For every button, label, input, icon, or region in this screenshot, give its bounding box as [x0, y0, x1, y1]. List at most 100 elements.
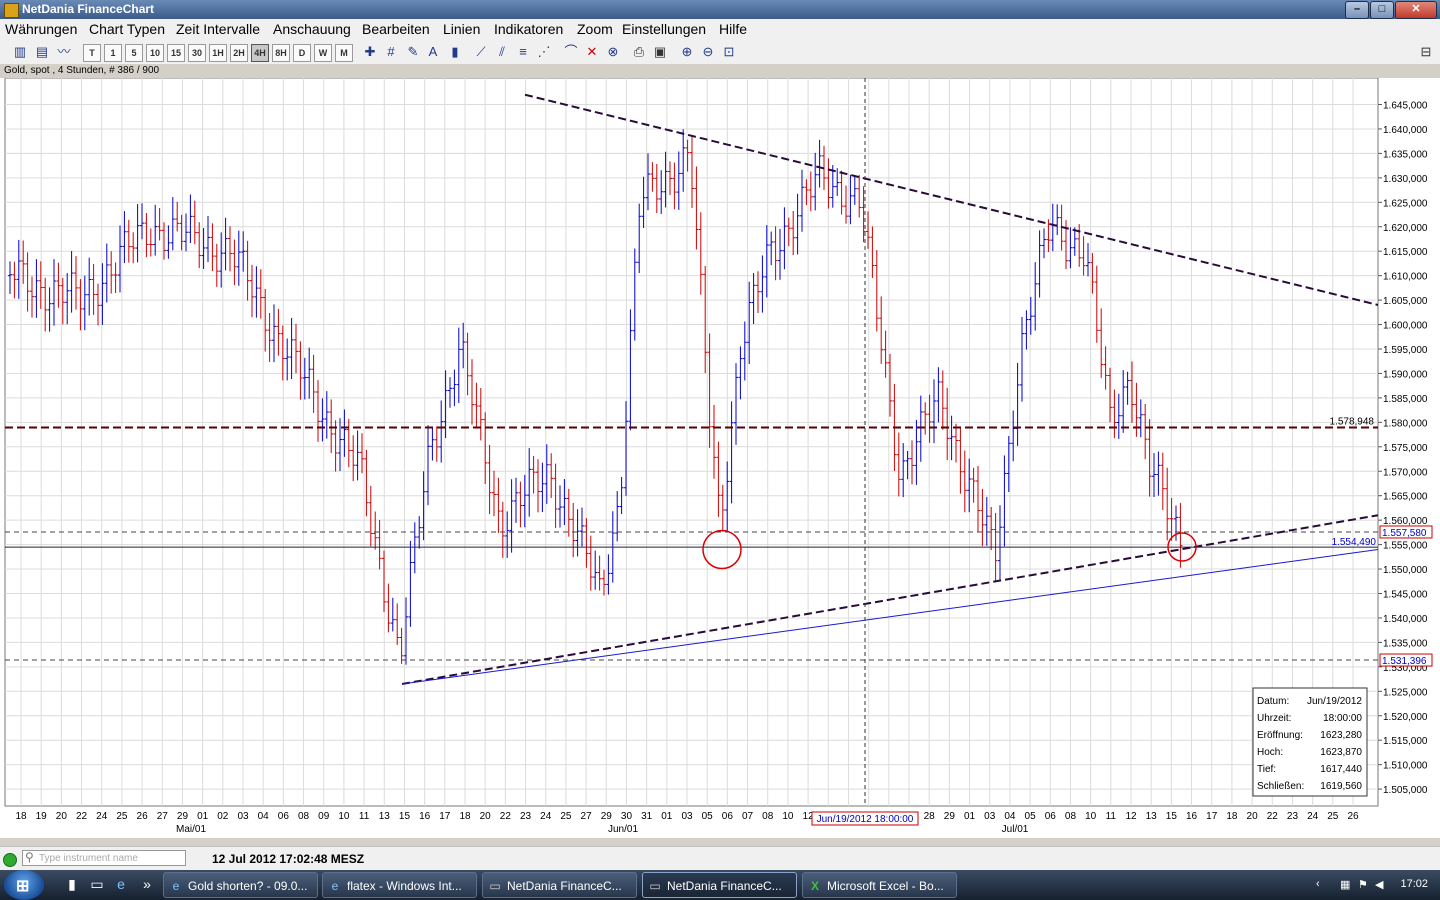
- crosshair-icon[interactable]: ✚: [364, 44, 376, 59]
- x-tick-label: 30: [621, 811, 633, 822]
- tray-expand-icon[interactable]: ‹: [1316, 878, 1320, 890]
- delete-all-icon[interactable]: ⊗: [607, 44, 619, 59]
- desktop-icon[interactable]: ▭: [90, 876, 104, 892]
- timeframe-m[interactable]: M: [335, 44, 353, 62]
- menu-linien[interactable]: Linien: [443, 21, 481, 37]
- task-excel[interactable]: X Microsoft Excel - Bo...: [802, 872, 957, 898]
- timeframe-5[interactable]: 5: [125, 44, 143, 62]
- y-tick-label: 1.615,000: [1383, 247, 1428, 258]
- timeframe-10[interactable]: 10: [146, 44, 164, 62]
- timeframe-8h[interactable]: 8H: [272, 44, 290, 62]
- zoom-out-icon[interactable]: ⊖: [702, 44, 714, 59]
- task-gold-shorten[interactable]: e Gold shorten? - 09.0...: [163, 872, 318, 898]
- zoom-in-icon[interactable]: ⊕: [681, 44, 693, 59]
- toolbar: ▥ ▤ 〰 T 1 5 10 15 30 1H 2H 4H 8H D W M ✚…: [0, 40, 1440, 64]
- panel-toggle-icon[interactable]: ⊟: [1420, 44, 1432, 59]
- task-netdania-2[interactable]: ▭ NetDania FinanceC...: [642, 872, 797, 898]
- taskbar: ⊞ ▮ ▭ e » e Gold shorten? - 09.0... e fl…: [0, 870, 1440, 900]
- indicator-icon[interactable]: ▮: [451, 44, 459, 59]
- menu-bar: Währungen Chart Typen Zeit Intervalle An…: [0, 19, 1440, 41]
- grid-icon[interactable]: #: [387, 44, 395, 59]
- ie-icon: e: [172, 879, 180, 893]
- tooltip-value: Jun/19/2012: [1307, 696, 1362, 707]
- arc-icon[interactable]: ⌒: [564, 44, 578, 59]
- quicklaunch-more-icon[interactable]: »: [143, 876, 151, 892]
- zoom-fit-icon[interactable]: ⊡: [723, 44, 735, 59]
- timeframe-4h[interactable]: 4H: [251, 44, 269, 62]
- tooltip-label: Eröffnung:: [1257, 730, 1303, 741]
- x-tick-label: 24: [540, 811, 552, 822]
- text-icon[interactable]: A: [428, 44, 438, 59]
- explorer-icon[interactable]: ▮: [68, 876, 76, 892]
- resistance-trendline: [524, 93, 1379, 306]
- y-tick-label: 1.605,000: [1383, 296, 1428, 307]
- x-tick-label: 22: [1267, 811, 1279, 822]
- timeframe-15[interactable]: 15: [167, 44, 185, 62]
- x-tick-label: 18: [1226, 811, 1238, 822]
- close-button[interactable]: ✕: [1395, 1, 1437, 19]
- bar-chart-icon[interactable]: ▥: [13, 44, 27, 59]
- status-datetime: 12 Jul 2012 17:02:48 MESZ: [212, 852, 365, 866]
- tooltip-value: 1619,560: [1320, 781, 1362, 792]
- start-button[interactable]: ⊞: [4, 870, 44, 900]
- menu-hilfe[interactable]: Hilfe: [719, 21, 748, 37]
- candle-chart-icon[interactable]: ▤: [35, 44, 49, 59]
- task-netdania-1[interactable]: ▭ NetDania FinanceC...: [482, 872, 637, 898]
- x-tick-label: 06: [278, 811, 290, 822]
- timeframe-t[interactable]: T: [83, 44, 101, 62]
- channel-icon[interactable]: ⫽: [499, 44, 505, 59]
- x-tick-label: 10: [782, 811, 794, 822]
- menu-chart-typen[interactable]: Chart Typen: [89, 21, 166, 37]
- maximize-button[interactable]: □: [1370, 1, 1394, 19]
- chart-area[interactable]: 1.505,000 1.510,000 1.515,000 1.520,000 1.52…: [0, 77, 1440, 838]
- excel-icon: X: [810, 879, 819, 893]
- x-tick-label: 13: [379, 811, 391, 822]
- fibonacci-icon[interactable]: ≡: [519, 44, 527, 59]
- minimize-button[interactable]: –: [1345, 1, 1369, 19]
- tooltip-value: 1617,440: [1320, 764, 1362, 775]
- menu-bearbeiten[interactable]: Bearbeiten: [362, 21, 430, 37]
- x-tick-label: 03: [237, 811, 249, 822]
- trendline-icon[interactable]: ⟋: [476, 44, 486, 59]
- timeframe-1h[interactable]: 1H: [209, 44, 227, 62]
- x-tick-label: 16: [1186, 811, 1198, 822]
- fan-icon[interactable]: ⋰: [537, 44, 551, 59]
- ie-quicklaunch-icon[interactable]: e: [117, 876, 125, 892]
- tooltip-label: Tief:: [1257, 764, 1276, 775]
- flag-icon[interactable]: ⚑: [1358, 879, 1368, 891]
- network-icon[interactable]: ▦: [1340, 879, 1351, 891]
- menu-einstellungen[interactable]: Einstellungen: [622, 21, 707, 37]
- timeframe-w[interactable]: W: [314, 44, 332, 62]
- menu-indikatoren[interactable]: Indikatoren: [494, 21, 564, 37]
- x-tick-label: 31: [641, 811, 653, 822]
- x-tick-label: 20: [56, 811, 68, 822]
- menu-waehrungen[interactable]: Währungen: [5, 21, 78, 37]
- x-tick-label: 03: [681, 811, 693, 822]
- timeframe-2h[interactable]: 2H: [230, 44, 248, 62]
- print-icon[interactable]: ⎙: [633, 44, 645, 59]
- timeframe-30[interactable]: 30: [188, 44, 206, 62]
- y-tick-label: 1.565,000: [1383, 492, 1428, 503]
- menu-zeit-intervalle[interactable]: Zeit Intervalle: [176, 21, 261, 37]
- print-preview-icon[interactable]: ▣: [653, 44, 667, 59]
- x-tick-label: 18: [15, 811, 27, 822]
- instrument-search-input[interactable]: Type instrument name: [22, 850, 186, 866]
- y-tick-label: 1.550,000: [1383, 565, 1428, 576]
- pencil-icon[interactable]: ✎: [407, 44, 419, 59]
- volume-icon[interactable]: ◀: [1375, 879, 1384, 891]
- x-tick-label: 05: [1025, 811, 1037, 822]
- timeframe-d[interactable]: D: [293, 44, 311, 62]
- menu-anschauung[interactable]: Anschauung: [273, 21, 351, 37]
- x-tick-label: 29: [177, 811, 189, 822]
- cursor-label: Jun/19/2012 18:00:00: [817, 814, 914, 825]
- price-label-box: [1379, 653, 1433, 667]
- menu-zoom[interactable]: Zoom: [577, 21, 613, 37]
- delete-icon[interactable]: ✕: [586, 44, 598, 59]
- price-chart[interactable]: 1.505,000 1.510,000 1.515,000 1.520,000 1.52…: [0, 77, 1440, 838]
- tooltip-value: 1623,870: [1320, 747, 1362, 758]
- x-tick-label: 13: [1146, 811, 1158, 822]
- line-chart-icon[interactable]: 〰: [57, 44, 71, 59]
- timeframe-1[interactable]: 1: [104, 44, 122, 62]
- x-tick-label: 12: [803, 811, 815, 822]
- task-flatex[interactable]: e flatex - Windows Int...: [322, 872, 477, 898]
